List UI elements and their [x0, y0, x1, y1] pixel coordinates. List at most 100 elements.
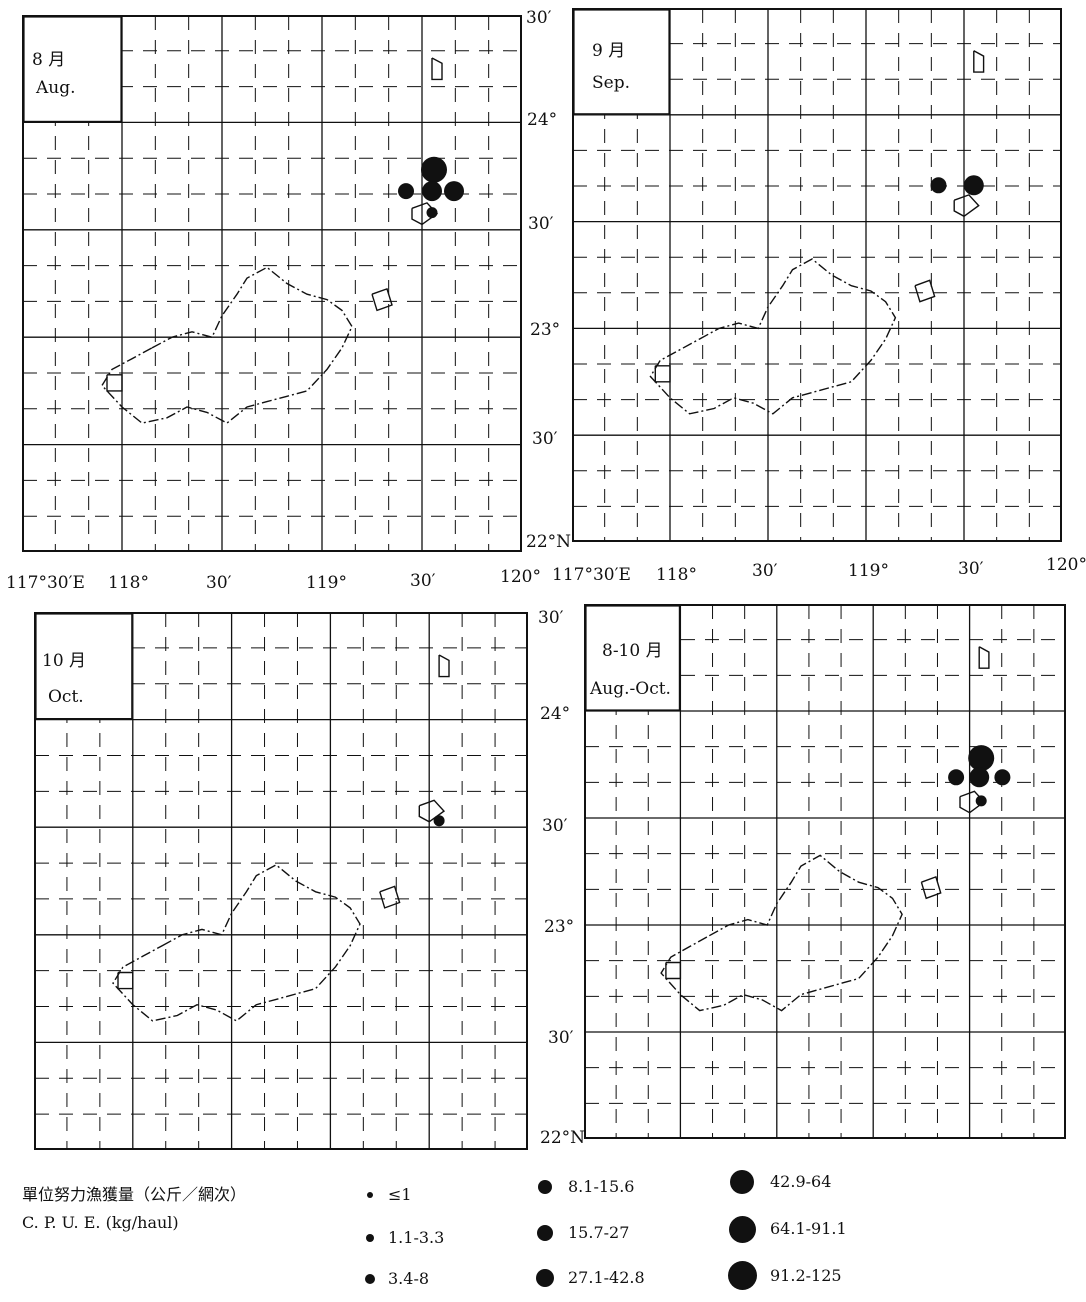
coastline — [112, 864, 361, 1022]
legend-marker — [537, 1225, 553, 1241]
map-frame — [22, 15, 522, 552]
legend-label: 42.9-64 — [770, 1172, 832, 1191]
legend-marker — [366, 1234, 374, 1242]
lat-label: 23° — [544, 917, 575, 937]
legend-marker — [536, 1269, 554, 1287]
title-box — [24, 17, 121, 122]
lat-label: 30′ — [538, 608, 564, 628]
island-outline — [654, 365, 671, 383]
legend-marker — [730, 1170, 754, 1194]
island-outline — [438, 654, 450, 678]
map-panel-aug: 8 月 Aug. — [22, 15, 522, 552]
lat-label: 24° — [540, 704, 571, 724]
panel-title-en: Aug. — [36, 78, 76, 98]
legend-title-zh: 單位努力漁獲量（公斤／網次） — [22, 1185, 247, 1204]
panel-title-zh: 8 月 — [32, 50, 66, 70]
map-frame — [572, 8, 1062, 542]
island-outline — [117, 971, 134, 990]
legend-label: 91.2-125 — [770, 1266, 842, 1285]
lon-label: 119° — [848, 561, 889, 581]
panel-title-zh: 9 月 — [592, 41, 626, 61]
panel-title-zh: 10 月 — [42, 651, 87, 671]
island-outline — [914, 279, 936, 303]
catch-marker — [930, 177, 947, 194]
island-outline — [665, 961, 682, 980]
legend-title-en: C. P. U. E. (kg/haul) — [22, 1213, 179, 1232]
catch-marker — [994, 769, 1011, 786]
map-frame — [34, 612, 528, 1150]
lon-label: 117°30′E — [552, 565, 631, 585]
catch-marker — [948, 769, 965, 786]
legend-marker — [367, 1192, 373, 1198]
catch-marker — [421, 156, 447, 183]
coastline — [660, 854, 903, 1012]
lon-label: 119° — [306, 573, 347, 593]
catch-marker — [422, 181, 442, 202]
lat-label: 30′ — [548, 1028, 574, 1048]
catch-marker — [963, 175, 984, 196]
legend-marker — [538, 1180, 552, 1194]
lon-label: 30′ — [958, 559, 984, 579]
map-frame — [584, 604, 1066, 1139]
catch-marker — [426, 207, 438, 219]
catch-marker — [398, 183, 414, 200]
panel-title-en: Aug.-Oct. — [590, 679, 671, 699]
panel-title-zh: 8-10 月 — [602, 641, 663, 661]
title-box — [574, 10, 669, 114]
lon-label: 30′ — [410, 571, 436, 591]
lat-label: 30′ — [528, 214, 554, 234]
lat-label: 22°N — [540, 1128, 586, 1148]
island-outline — [973, 50, 985, 73]
lat-label: 23° — [530, 320, 561, 340]
island-outline — [959, 790, 986, 814]
catch-marker — [444, 181, 464, 202]
legend-label: 1.1-3.3 — [388, 1228, 445, 1247]
lon-label: 117°30′E — [6, 573, 85, 593]
legend-label: 8.1-15.6 — [568, 1177, 635, 1196]
island-outline — [978, 646, 990, 669]
island-outline — [379, 885, 401, 909]
island-outline — [431, 57, 443, 81]
island-outline — [411, 202, 439, 226]
map-border — [22, 15, 522, 552]
map-border — [584, 604, 1066, 1139]
lat-label: 22°N — [526, 532, 572, 552]
coastline — [649, 258, 897, 415]
map-panel-augoct: 8-10 月 Aug.-Oct. — [584, 604, 1066, 1139]
lat-label: 24° — [527, 110, 558, 130]
island-outline — [371, 287, 393, 312]
island-outline — [920, 875, 942, 900]
coastline — [101, 266, 353, 424]
legend-label: 64.1-91.1 — [770, 1219, 847, 1238]
legend-label: 27.1-42.8 — [568, 1268, 645, 1287]
map-panel-sep: 9 月 Sep. — [572, 8, 1062, 542]
catch-marker — [975, 795, 987, 807]
map-border — [572, 8, 1062, 542]
map-border — [34, 612, 528, 1150]
legend-marker — [729, 1216, 756, 1243]
panel-title-en: Sep. — [592, 73, 630, 93]
lon-label: 120° — [1046, 555, 1086, 575]
legend-label: 3.4-8 — [388, 1269, 430, 1288]
lon-label: 30′ — [752, 561, 778, 581]
panel-title-en: Oct. — [48, 687, 84, 707]
catch-marker — [968, 745, 995, 772]
lon-label: 118° — [656, 565, 697, 585]
title-box — [36, 614, 132, 719]
lon-label: 30′ — [206, 573, 232, 593]
island-outline — [106, 374, 123, 392]
catch-marker — [969, 767, 990, 788]
legend-marker — [728, 1261, 757, 1290]
legend-label: 15.7-27 — [568, 1223, 630, 1242]
island-outline — [953, 194, 980, 218]
legend-marker — [365, 1274, 375, 1284]
lon-label: 118° — [108, 573, 149, 593]
legend-label: ≤1 — [388, 1185, 412, 1204]
lat-label: 30′ — [526, 8, 552, 28]
map-panel-oct: 10 月 Oct. — [34, 612, 528, 1150]
title-box — [586, 606, 680, 710]
lon-label: 120° — [500, 567, 541, 587]
catch-marker — [433, 815, 445, 827]
lat-label: 30′ — [532, 429, 558, 449]
lat-label: 30′ — [542, 816, 568, 836]
